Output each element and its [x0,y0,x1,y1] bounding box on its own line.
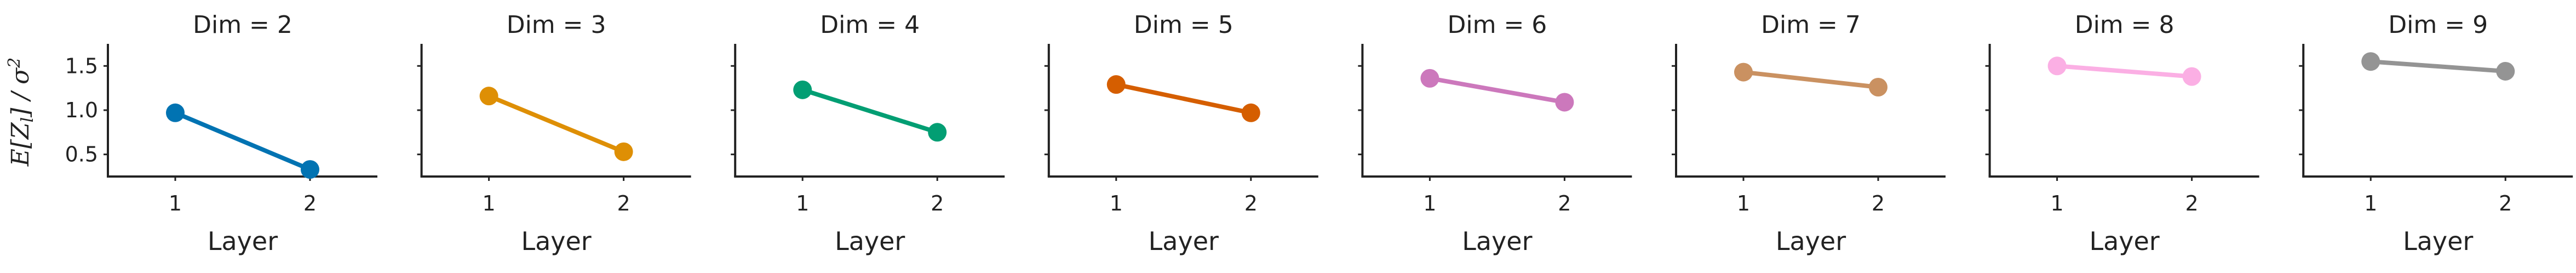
data-point-layer-2 [2496,61,2515,81]
x-tick-label: 2 [617,191,630,215]
panel-title: Dim = 2 [193,11,292,39]
x-axis-label: Layer [1462,226,1532,256]
data-point-layer-1 [166,103,185,122]
data-point-layer-2 [1241,103,1260,122]
x-tick-label: 1 [1423,191,1436,215]
x-tick-label: 2 [2185,191,2199,215]
x-tick-label: 2 [1872,191,1885,215]
data-point-layer-1 [1734,62,1753,82]
panel-title: Dim = 7 [1761,11,1861,39]
panel-title: Dim = 4 [820,11,920,39]
panel-title: Dim = 8 [2075,11,2175,39]
series-line [1741,70,1880,90]
panel-dim-7: Dim = 7 1 2 Layer [1672,11,1946,256]
series-line [800,87,940,135]
series-line [2368,59,2508,73]
panel-dim-6: Dim = 6 1 2 Layer [1358,11,1632,256]
x-tick-label: 2 [1558,191,1571,215]
series-line [1427,76,1567,105]
y-axis-label: E[Zl] / σ2 [5,58,37,167]
y-tick-label: 1.0 [65,98,98,122]
x-tick-label: 2 [2499,191,2512,215]
x-tick-label: 1 [796,191,809,215]
series-line [173,110,312,172]
panel-dim-9: Dim = 9 1 2 Layer [2299,11,2573,256]
x-tick-label: 1 [2364,191,2377,215]
panel-dim-5: Dim = 5 1 2 Layer [1044,11,1318,256]
x-axis-label: Layer [1776,226,1846,256]
y-tick-label: 1.5 [65,54,98,78]
x-axis-label: Layer [2089,226,2159,256]
panel-dim-3: Dim = 3 1 2 Layer [417,11,691,256]
x-tick-label: 1 [1110,191,1123,215]
x-tick-label: 2 [931,191,944,215]
series-line [2055,64,2194,79]
series-line [1114,82,1253,115]
x-axis-label: Layer [1149,226,1219,256]
x-axis-label: Layer [208,226,278,256]
data-point-layer-1 [1420,69,1439,88]
data-point-layer-1 [2047,56,2067,76]
data-point-layer-2 [928,123,947,142]
panel-dim-2: Dim = 2 0.5 1.0 1.5 1 2 Layer [65,11,377,256]
data-point-layer-2 [301,160,319,179]
x-tick-label: 2 [1244,191,1258,215]
panel-title: Dim = 5 [1134,11,1234,39]
data-point-layer-2 [1869,78,1887,97]
data-point-layer-1 [2361,52,2380,71]
data-point-layer-2 [614,142,633,161]
x-tick-label: 1 [1737,191,1750,215]
panel-title: Dim = 3 [507,11,606,39]
data-point-layer-1 [1106,75,1126,94]
data-point-layer-1 [479,87,498,106]
x-axis-label: Layer [835,226,905,256]
x-axis-label: Layer [2403,226,2473,256]
panel-dim-8: Dim = 8 1 2 Layer [1985,11,2259,256]
panel-title: Dim = 9 [2388,11,2488,39]
data-point-layer-2 [1555,93,1574,112]
panel-title: Dim = 6 [1447,11,1547,39]
x-tick-label: 1 [483,191,496,215]
x-tick-label: 1 [2051,191,2064,215]
x-axis-label: Layer [521,226,591,256]
panel-dim-4: Dim = 4 1 2 Layer [731,11,1005,256]
x-tick-label: 2 [303,191,317,215]
x-tick-label: 1 [169,191,182,215]
series-line [486,94,626,154]
y-tick-label: 0.5 [65,143,98,167]
data-point-layer-2 [2182,67,2201,86]
data-point-layer-1 [793,80,812,99]
